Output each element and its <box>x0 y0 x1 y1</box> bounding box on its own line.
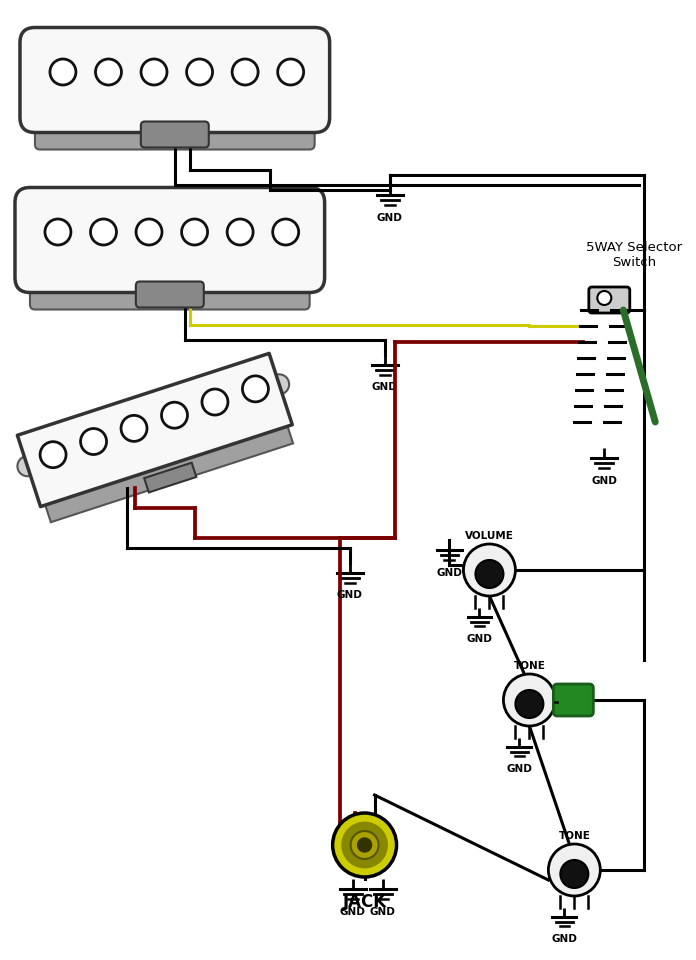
Circle shape <box>95 59 122 85</box>
Text: GND: GND <box>592 476 617 486</box>
FancyBboxPatch shape <box>30 268 310 309</box>
Polygon shape <box>144 463 196 492</box>
FancyBboxPatch shape <box>35 108 315 150</box>
Text: GND: GND <box>466 634 492 644</box>
Circle shape <box>503 674 555 726</box>
FancyBboxPatch shape <box>141 122 209 148</box>
Circle shape <box>187 59 212 85</box>
Circle shape <box>45 219 71 245</box>
Circle shape <box>269 374 289 395</box>
Circle shape <box>90 219 116 245</box>
Circle shape <box>20 225 40 245</box>
Text: GND: GND <box>436 568 462 578</box>
Text: TONE: TONE <box>558 831 590 841</box>
Circle shape <box>516 690 544 718</box>
Circle shape <box>464 544 516 596</box>
Text: GND: GND <box>551 934 577 944</box>
Circle shape <box>273 219 299 245</box>
Circle shape <box>50 59 76 85</box>
Circle shape <box>227 219 253 245</box>
Circle shape <box>17 456 38 476</box>
Text: GND: GND <box>337 590 363 601</box>
Text: GND: GND <box>377 213 402 223</box>
Polygon shape <box>17 353 292 507</box>
Circle shape <box>342 823 386 867</box>
Text: TONE: TONE <box>514 661 546 671</box>
Circle shape <box>305 65 324 85</box>
Circle shape <box>121 416 147 442</box>
Circle shape <box>242 376 269 402</box>
Circle shape <box>161 402 187 428</box>
FancyBboxPatch shape <box>136 281 204 307</box>
Circle shape <box>300 225 319 245</box>
Circle shape <box>278 59 303 85</box>
Circle shape <box>333 813 397 877</box>
FancyBboxPatch shape <box>15 187 324 293</box>
Circle shape <box>182 219 207 245</box>
FancyBboxPatch shape <box>589 287 630 313</box>
Circle shape <box>232 59 258 85</box>
Circle shape <box>358 838 372 852</box>
FancyBboxPatch shape <box>20 28 330 132</box>
FancyBboxPatch shape <box>553 684 593 716</box>
Text: JACK: JACK <box>342 893 387 911</box>
Polygon shape <box>44 421 293 522</box>
Circle shape <box>351 831 379 859</box>
Text: GND: GND <box>340 907 365 917</box>
Circle shape <box>202 389 228 415</box>
Circle shape <box>548 844 601 896</box>
Circle shape <box>81 428 106 454</box>
Circle shape <box>136 219 162 245</box>
Circle shape <box>40 442 66 468</box>
Circle shape <box>597 291 611 305</box>
Text: GND: GND <box>370 907 395 917</box>
Text: GND: GND <box>372 382 397 393</box>
Text: GND: GND <box>507 764 532 774</box>
Circle shape <box>25 65 45 85</box>
Circle shape <box>475 560 503 588</box>
Text: 5WAY Selector
Switch: 5WAY Selector Switch <box>586 241 682 269</box>
Text: VOLUME: VOLUME <box>465 531 514 541</box>
Circle shape <box>141 59 167 85</box>
Circle shape <box>560 860 588 888</box>
